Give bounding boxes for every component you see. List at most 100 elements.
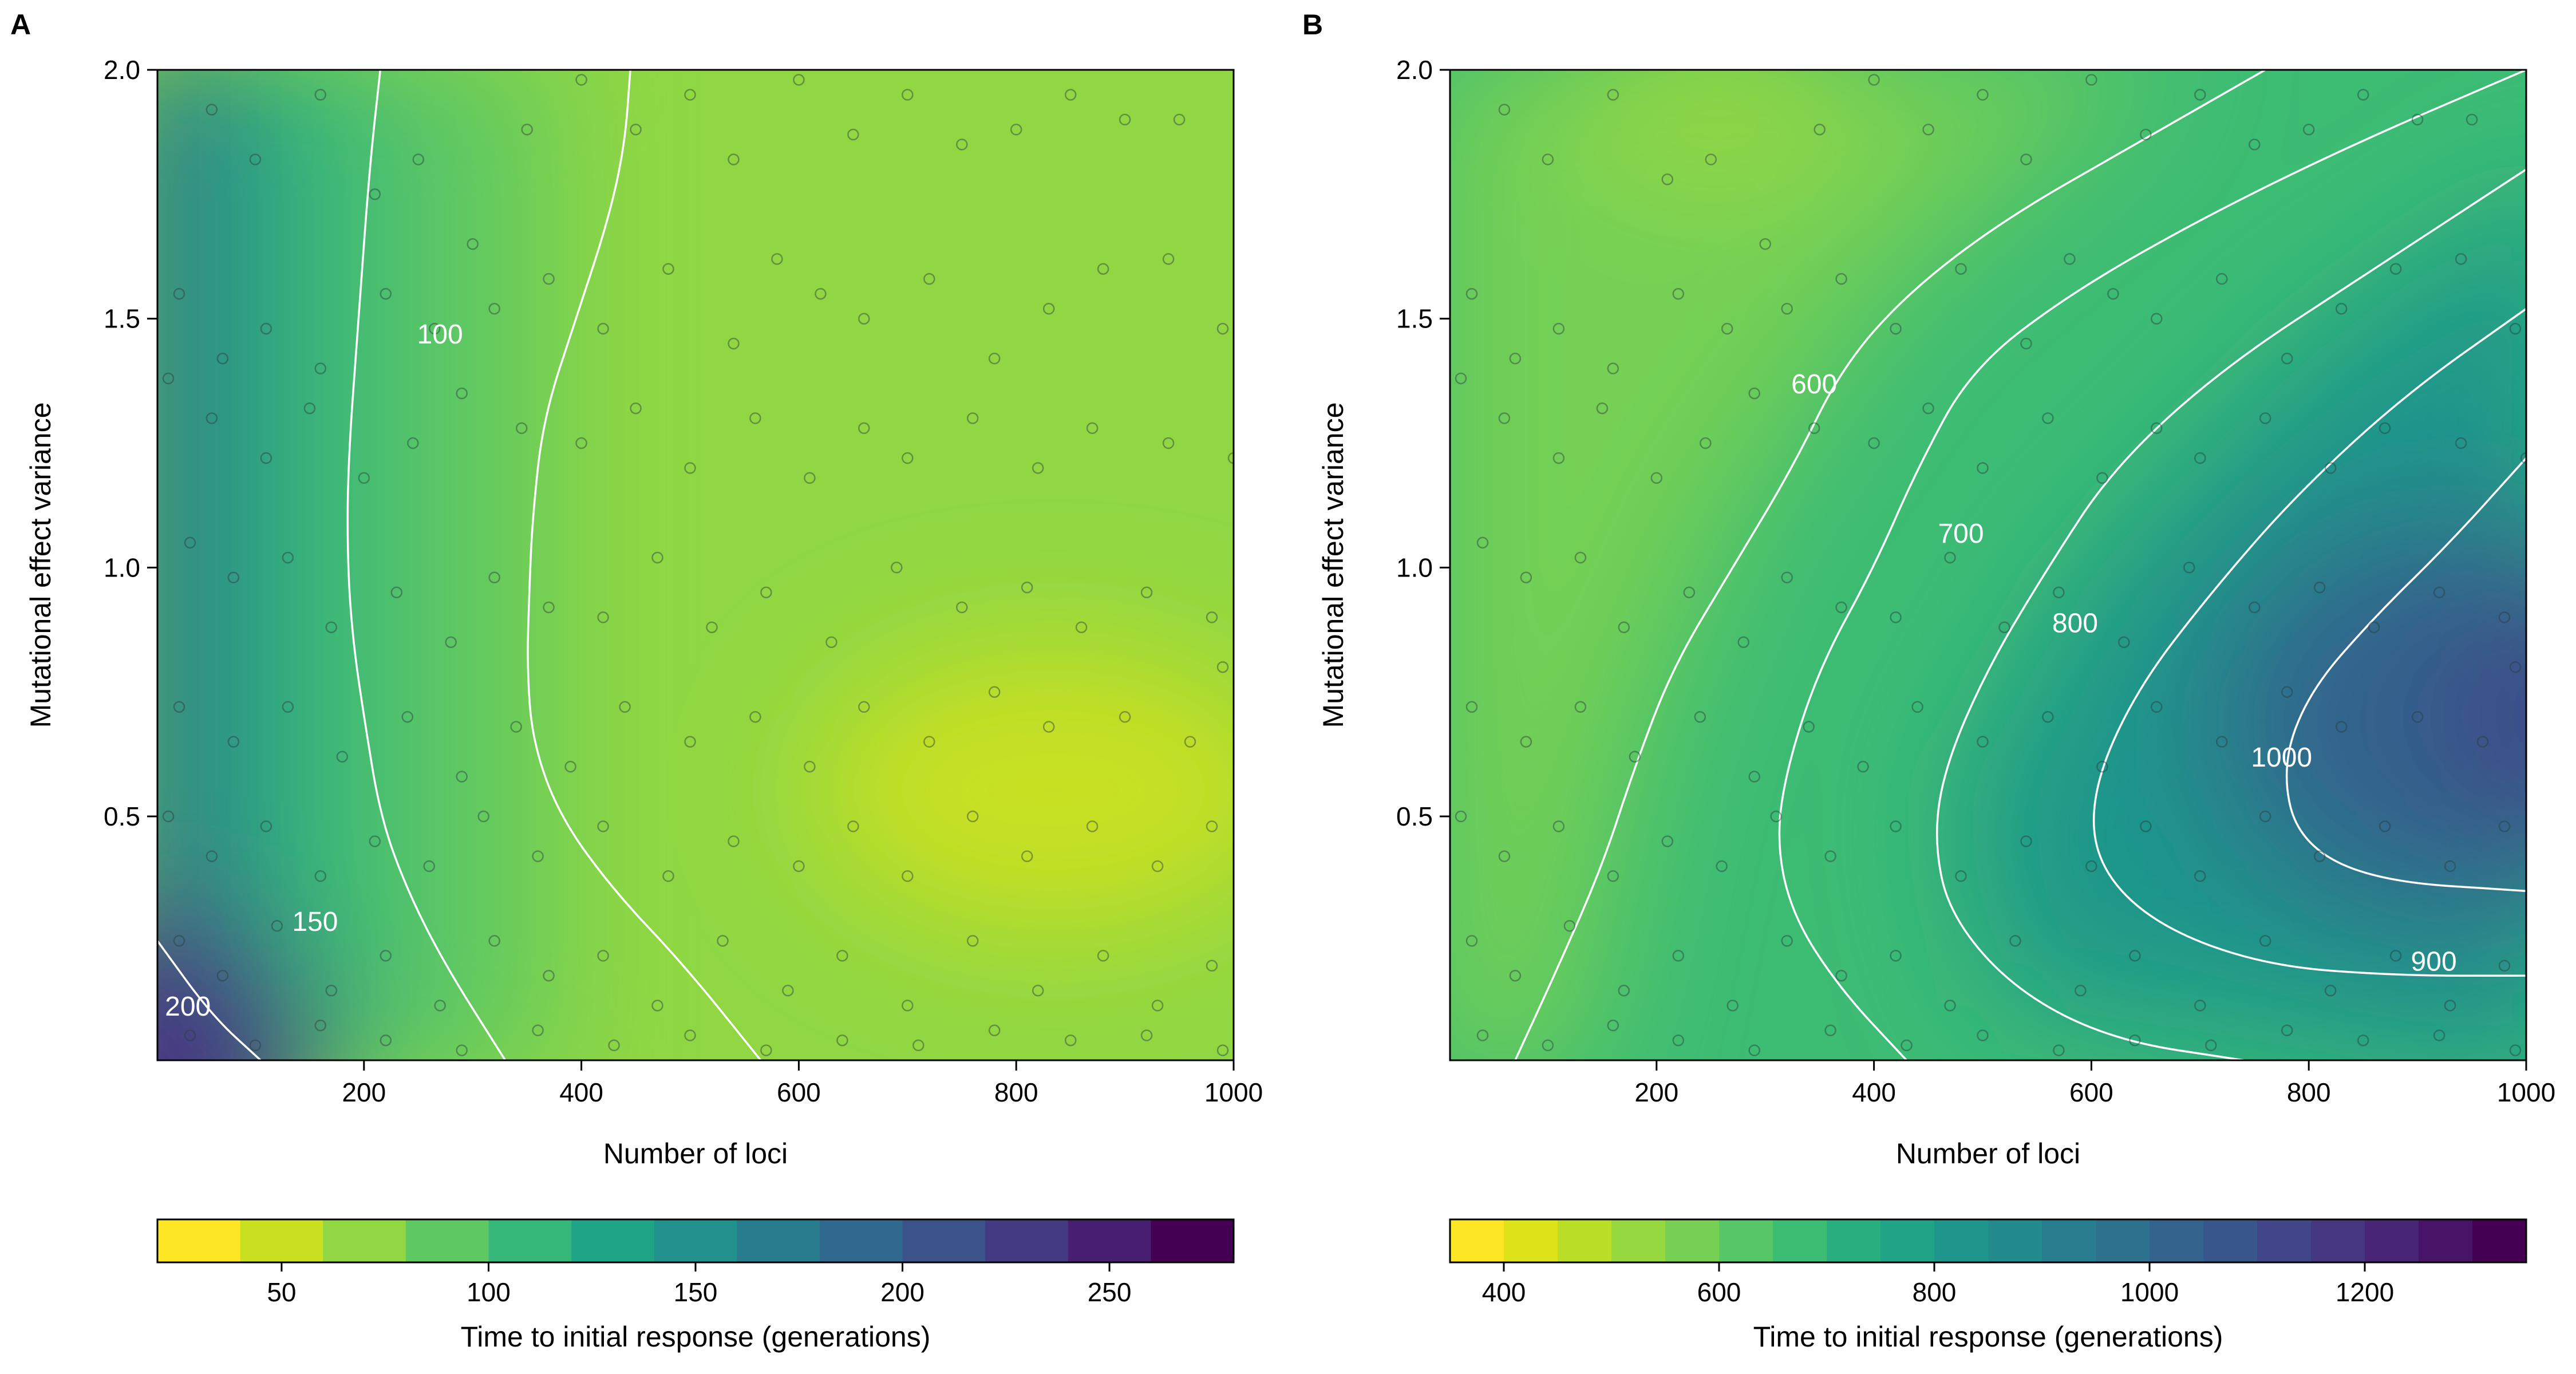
colorbar-swatch-b-5 — [1719, 1219, 1773, 1262]
sample-point-b-16 — [2357, 89, 2369, 101]
x-axis-b: 200 400 600 800 1000 — [1634, 1060, 2555, 1107]
colorbar-swatch-b-14 — [2203, 1219, 2258, 1262]
sample-point-b-94 — [2411, 710, 2424, 723]
sample-point-a-61 — [282, 551, 294, 564]
sample-point-a-15 — [1010, 124, 1022, 136]
sample-point-a-42 — [303, 402, 316, 414]
sample-point-a-97 — [162, 810, 175, 823]
sample-point-b-92 — [2281, 686, 2293, 698]
sample-point-b-81 — [1629, 751, 1641, 763]
x-tick-label-a-400: 400 — [559, 1077, 603, 1107]
y-tick-label-b-1: 1.0 — [1396, 552, 1433, 582]
sample-point-b-117 — [1509, 969, 1522, 982]
sample-point-b-12 — [2140, 128, 2152, 141]
colorbar-swatch-b-10 — [1988, 1219, 2042, 1262]
sample-point-a-70 — [760, 586, 772, 599]
sample-point-b-47 — [1868, 437, 1880, 449]
colorbar-swatch-a-0 — [157, 1219, 241, 1262]
sample-point-a-5 — [467, 238, 479, 250]
sample-point-a-91 — [923, 736, 935, 748]
colorbar-tick-label-b-400: 400 — [1482, 1277, 1526, 1307]
colorbar-swatch-a-8 — [819, 1219, 903, 1262]
sample-point-b-24 — [1721, 322, 1733, 335]
heatmap-a — [157, 70, 1234, 1060]
sample-point-b-137 — [1607, 1019, 1619, 1032]
sample-point-a-27 — [597, 322, 609, 335]
contour-line-b-800 — [1936, 168, 2526, 1060]
sample-point-b-32 — [2151, 313, 2163, 325]
sample-point-a-57 — [1162, 437, 1175, 449]
sample-point-a-104 — [532, 850, 544, 862]
sample-point-b-107 — [2020, 835, 2032, 847]
sample-point-a-38 — [1216, 322, 1229, 335]
sample-point-a-34 — [988, 352, 1001, 365]
sample-point-a-96 — [1216, 661, 1229, 673]
sample-point-b-118 — [1563, 920, 1576, 932]
sample-point-a-17 — [1119, 113, 1131, 126]
sample-point-a-143 — [760, 1044, 772, 1056]
sample-point-b-60 — [1520, 571, 1532, 583]
y-tick-label-b-2: 2.0 — [1396, 55, 1433, 85]
x-tick-label-a-200: 200 — [342, 1077, 386, 1107]
sample-point-a-10 — [728, 153, 740, 165]
contour-label-b-600: 600 — [1791, 369, 1837, 400]
sample-point-b-55 — [2324, 462, 2337, 474]
sample-point-b-5 — [1759, 238, 1771, 250]
sample-point-b-80 — [1574, 701, 1587, 713]
sample-point-a-101 — [369, 835, 381, 847]
sample-point-a-64 — [445, 636, 457, 648]
colorbar-swatch-b-15 — [2257, 1219, 2312, 1262]
sample-point-b-29 — [2020, 337, 2032, 350]
sample-point-b-4 — [1705, 153, 1717, 165]
x-tick-label-a-800: 800 — [994, 1077, 1038, 1107]
sample-point-a-100 — [314, 870, 327, 882]
contour-line-a-150 — [346, 70, 507, 1060]
sample-point-a-77 — [1206, 611, 1218, 623]
sample-point-a-128 — [836, 950, 848, 962]
sample-point-a-37 — [1162, 253, 1175, 265]
sample-point-a-94 — [1119, 710, 1131, 723]
sample-point-b-30 — [2064, 253, 2076, 265]
sample-point-a-45 — [456, 387, 468, 400]
colorbar-b: 400 600 800 1000 1200 — [1449, 1218, 2527, 1307]
colorbar-swatch-b-17 — [2365, 1219, 2419, 1262]
sample-point-a-65 — [488, 571, 500, 583]
colorbar-swatch-b-11 — [2042, 1219, 2096, 1262]
sample-point-a-76 — [1140, 586, 1153, 599]
sample-point-b-52 — [2151, 422, 2163, 435]
sample-point-b-34 — [2281, 352, 2293, 365]
colorbar-swatch-b-4 — [1665, 1219, 1720, 1262]
sample-point-b-49 — [1977, 462, 1989, 474]
sample-point-b-129 — [2194, 1000, 2206, 1012]
sample-point-a-40 — [206, 412, 218, 424]
sample-point-b-50 — [2042, 412, 2054, 424]
sample-point-b-84 — [1803, 721, 1815, 733]
colorbar-swatch-b-6 — [1773, 1219, 1827, 1262]
sample-point-b-20 — [1509, 352, 1522, 365]
panel-b: B 600 700 800 900 1000 200 400 600 800 1000 0.5 1… — [1302, 9, 2555, 1353]
sample-point-a-49 — [684, 462, 696, 474]
sample-point-a-121 — [434, 1000, 446, 1012]
colorbar-swatch-a-10 — [985, 1219, 1069, 1262]
colorbar-swatch-b-16 — [2311, 1219, 2365, 1262]
sample-point-b-144 — [2129, 1034, 2141, 1047]
sample-point-b-142 — [1977, 1029, 1989, 1041]
sample-point-a-145 — [912, 1039, 924, 1052]
sample-point-b-77 — [2498, 611, 2511, 623]
sample-point-a-81 — [336, 751, 349, 763]
sample-point-b-149 — [2509, 1044, 2522, 1056]
sample-point-b-31 — [2107, 287, 2119, 300]
sample-point-a-146 — [988, 1024, 1001, 1037]
sample-point-b-23 — [1672, 287, 1685, 300]
sample-point-b-71 — [2118, 636, 2130, 648]
sample-point-b-14 — [2249, 139, 2261, 151]
sample-point-b-63 — [1683, 586, 1696, 599]
sample-point-b-89 — [2096, 760, 2108, 773]
sample-point-b-10 — [2020, 153, 2032, 165]
sample-point-b-108 — [2085, 860, 2097, 872]
sample-point-a-29 — [728, 337, 740, 350]
sample-point-a-67 — [597, 611, 609, 623]
colorbar-swatch-b-9 — [1934, 1219, 1989, 1262]
sample-point-b-130 — [2259, 935, 2271, 947]
sample-point-a-135 — [184, 1029, 196, 1041]
